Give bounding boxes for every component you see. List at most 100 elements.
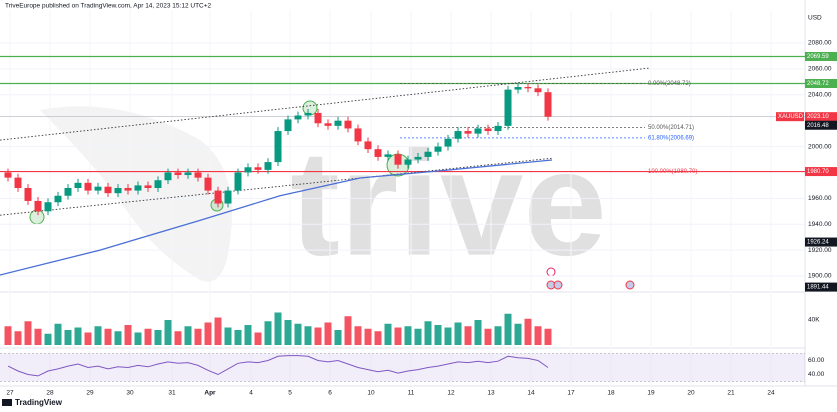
volume-bar	[434, 325, 442, 345]
y-tick-label: 2060.00	[808, 66, 832, 73]
rsi-line	[7, 355, 549, 377]
candle-body	[494, 125, 502, 132]
moving-average	[0, 159, 553, 276]
candle-body	[474, 128, 482, 134]
y-tick-label: 1920.00	[808, 247, 832, 254]
y-tick-label: 1940.00	[808, 221, 832, 228]
volume-bar	[54, 323, 62, 345]
x-tick-label: 10	[367, 390, 375, 397]
header: TriveEurope published on TradingView.com…	[5, 3, 212, 10]
candle-body	[164, 172, 172, 181]
candle-body	[134, 185, 142, 191]
candle-body	[394, 154, 402, 165]
volume-bar	[514, 323, 522, 345]
candle-body	[464, 131, 472, 134]
candle-body	[44, 202, 52, 212]
volume-bar	[334, 330, 342, 345]
price-badge	[805, 51, 837, 61]
price-badge	[805, 282, 837, 292]
x-tick-label: 18	[607, 390, 615, 397]
volume-bar	[294, 323, 302, 345]
candle-body	[444, 138, 452, 147]
footer: TradingView	[15, 398, 63, 407]
volume-bar	[214, 317, 222, 345]
currency: USD	[808, 15, 822, 22]
price-badge	[805, 120, 837, 130]
candle-body	[34, 200, 42, 212]
candle-body	[24, 187, 32, 201]
candle-body	[194, 172, 202, 178]
y-tick-label: 2080.00	[808, 40, 832, 47]
candle-body	[414, 156, 422, 160]
candle-body	[514, 87, 522, 90]
volume-bar	[64, 330, 72, 345]
volume-bar	[424, 321, 432, 345]
volume-bar	[264, 321, 272, 345]
x-tick-label: 19	[647, 390, 655, 397]
x-tick-label: 6	[328, 390, 332, 397]
candle-body	[144, 185, 152, 188]
candle-body	[434, 146, 442, 152]
x-tick-label: 27	[6, 390, 14, 397]
volume-bar	[344, 316, 352, 345]
candle-body	[524, 87, 532, 89]
candle-body	[294, 115, 302, 120]
rsi-tick-label: 60.00	[808, 357, 825, 364]
volume-bar	[254, 332, 262, 345]
candle-body	[174, 172, 182, 176]
price-badge	[805, 237, 837, 247]
rsi-tick-label: 40.00	[808, 371, 825, 378]
candle-body	[404, 159, 412, 165]
price-badge	[805, 79, 837, 89]
volume-bar	[134, 332, 142, 345]
x-tick-label: 29	[86, 390, 94, 397]
candle-body	[224, 190, 232, 204]
price-badge-label: 1980.70	[807, 169, 829, 175]
x-tick-label: 20	[687, 390, 695, 397]
volume-bar	[364, 328, 372, 345]
volume-bar	[224, 327, 232, 345]
event-flag[interactable]	[553, 280, 563, 290]
candle-body	[274, 131, 282, 163]
candle-body	[154, 180, 162, 188]
volume-bar	[114, 331, 122, 345]
candle-body	[114, 187, 122, 194]
event-flag[interactable]	[625, 280, 635, 290]
volume-bar	[34, 328, 42, 345]
price-badge-label: 2069.59	[807, 54, 829, 60]
volume-bar	[144, 328, 152, 345]
volume-bar	[544, 328, 552, 345]
candle-body	[124, 187, 132, 191]
volume-bar	[384, 323, 392, 345]
x-tick-label: Apr	[204, 390, 216, 397]
volume-bar	[204, 322, 212, 345]
candle-body	[534, 88, 542, 93]
volume-bar	[44, 333, 52, 345]
volume-bar	[534, 326, 542, 345]
volume-bar	[234, 330, 242, 345]
price-badge-label: 2023.10	[807, 114, 829, 120]
candle-body	[334, 120, 342, 126]
candle-body	[84, 182, 92, 191]
volume-bar	[104, 328, 112, 345]
y-tick-label: 2000.00	[808, 143, 832, 150]
tv-logo	[2, 399, 12, 406]
candle-body	[94, 186, 102, 191]
event-icon[interactable]	[546, 267, 556, 277]
price-badge-label: 2016.48	[807, 123, 829, 129]
price-badge	[805, 112, 837, 122]
volume-bar	[374, 331, 382, 345]
volume-bar	[454, 322, 462, 345]
volume-bar	[354, 326, 362, 345]
x-tick-label: 28	[46, 390, 54, 397]
candle-body	[544, 92, 552, 117]
candle-body	[324, 123, 332, 126]
volume-bar	[304, 326, 312, 345]
volume-bar	[524, 318, 532, 345]
candle-body	[304, 112, 312, 116]
candle-body	[364, 141, 372, 150]
fib-label: 100.00%(1980.70)	[648, 169, 697, 175]
x-tick-label: 31	[168, 390, 176, 397]
candle-body	[184, 172, 192, 176]
